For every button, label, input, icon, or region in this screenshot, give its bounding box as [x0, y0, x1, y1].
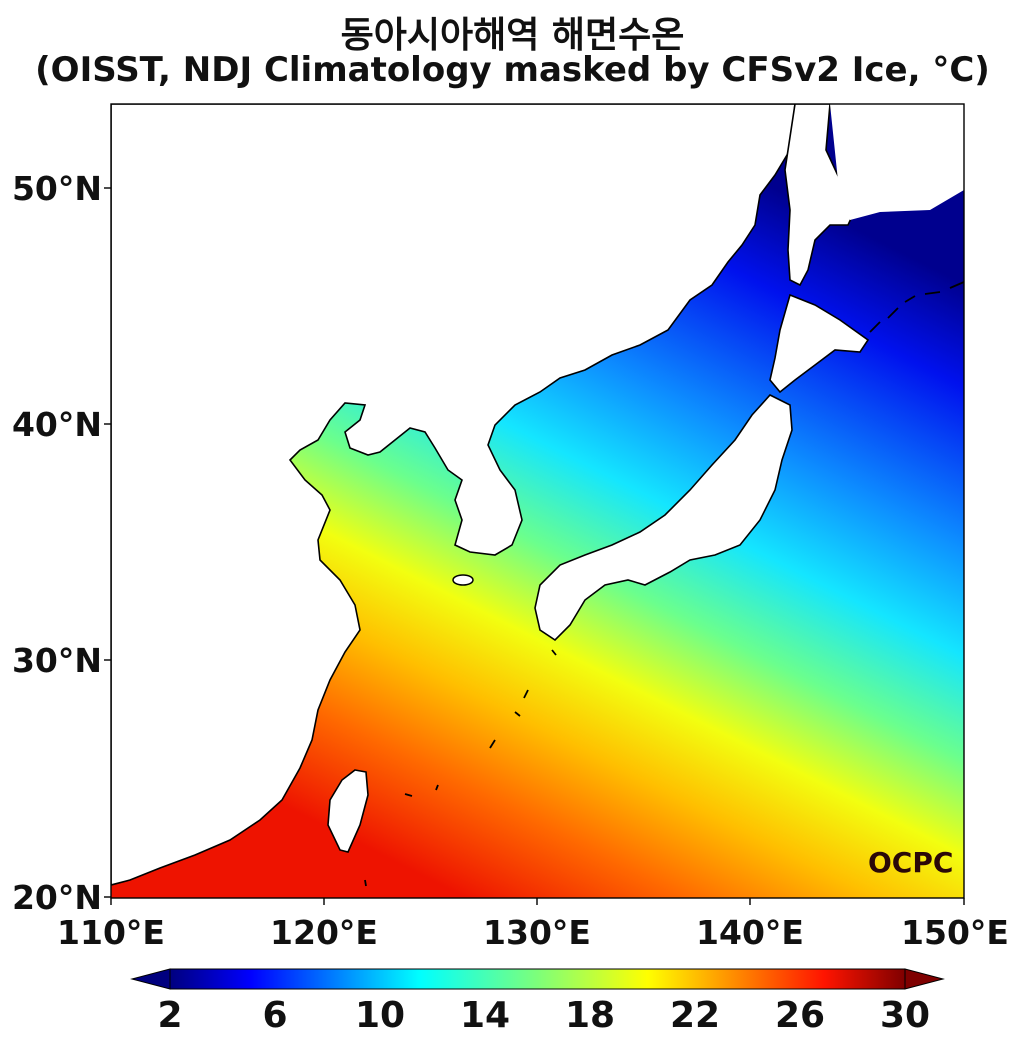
- colorbar-tick-label: 6: [262, 995, 288, 1036]
- land-sakhalin: [784, 104, 856, 287]
- lon-tick-label: 110°E: [57, 913, 165, 952]
- lat-tick-label: 20°N: [11, 878, 102, 917]
- land-taiwan: [327, 769, 369, 853]
- land-jeju: [452, 574, 474, 586]
- colorbar-tick-label: 26: [774, 995, 826, 1036]
- colorbar-tick-label: 2: [157, 995, 183, 1036]
- colorbar-tick-label: 18: [564, 995, 616, 1036]
- colorbar-extend-high: [904, 968, 945, 990]
- lon-tick-label: 130°E: [483, 913, 591, 952]
- lat-tick-label: 30°N: [11, 641, 102, 680]
- colorbar-tick-label: 30: [879, 995, 931, 1036]
- colorbar-tick-label: 14: [459, 995, 511, 1036]
- colorbar-tick-label: 22: [669, 995, 721, 1036]
- lat-tick-label: 50°N: [11, 169, 102, 208]
- land-hokkaido: [769, 293, 870, 394]
- land-kurils: [869, 281, 964, 333]
- lon-tick-label: 150°E: [901, 913, 1009, 952]
- colorbar: [130, 968, 945, 990]
- credit-label: OCPC: [868, 846, 954, 879]
- ice-mask-okhotsk: [830, 104, 964, 220]
- map-subtitle: (OISST, NDJ Climatology masked by CFSv2 …: [35, 50, 990, 90]
- lon-tick-label: 140°E: [696, 913, 804, 952]
- land-japan: [534, 394, 793, 642]
- land-ryukyu: [364, 649, 557, 887]
- colorbar-extend-low: [130, 968, 171, 990]
- lon-tick-label: 120°E: [270, 913, 378, 952]
- land-mainland: [111, 104, 796, 886]
- map-title: 동아시아해역 해면수온: [340, 15, 685, 56]
- lat-tick-label: 40°N: [11, 405, 102, 444]
- axis-ticks: [104, 187, 965, 905]
- colorbar-tick-label: 10: [354, 995, 406, 1036]
